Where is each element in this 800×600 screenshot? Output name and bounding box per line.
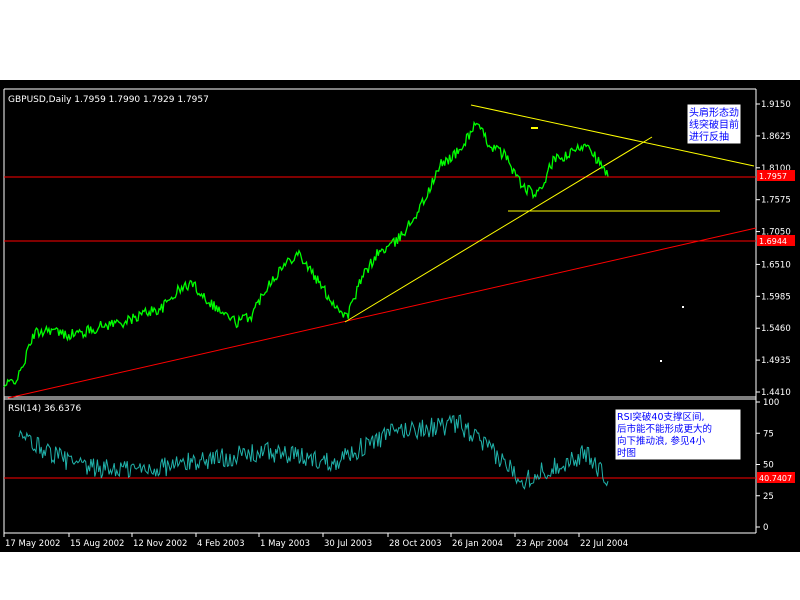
price-badge: 1.7957 — [759, 172, 787, 181]
rsi-annotation-line: 向下推动浪, 参见4小 — [617, 435, 706, 447]
rsi-level-badge: 40.7407 — [759, 474, 792, 483]
main-y-axis: 1.9150 1.8625 1.8100 1.7575 1.7050 1.6510 1.59… — [756, 100, 791, 398]
level-badge: 1.6944 — [759, 237, 787, 246]
main-y-tick-label: 1.5985 — [761, 292, 791, 302]
main-y-tick-label: 1.7050 — [761, 228, 791, 238]
main-annotation-line: 进行反抽 — [689, 130, 729, 143]
x-axis: 17 May 2002 15 Aug 2002 12 Nov 2002 4 Feb 2… — [3, 533, 628, 549]
main-y-tick-label: 1.8625 — [761, 132, 791, 142]
main-y-tick-label: 1.6510 — [761, 260, 791, 270]
chart-background — [0, 80, 800, 552]
rsi-y-tick-label: 100 — [763, 398, 779, 408]
rising-trendline-yellow — [344, 136, 653, 323]
x-tick-label: 4 Feb 2003 — [197, 539, 245, 549]
main-annotation-line: 线突破目前 — [689, 118, 739, 131]
rsi-badge-bg — [757, 472, 795, 483]
rsi-annotation-box — [614, 408, 742, 461]
x-tick-label: 12 Nov 2002 — [133, 539, 187, 549]
marker-dot — [682, 306, 684, 308]
level-badge-bg — [757, 235, 795, 246]
main-annotation-line: 头肩形态劲 — [689, 106, 739, 119]
rsi-series-line — [18, 414, 609, 490]
main-y-tick-label: 1.8100 — [761, 164, 791, 174]
long-term-trendline-red — [7, 227, 757, 399]
x-tick-label: 23 Apr 2004 — [516, 539, 569, 549]
main-y-tick-label: 1.7575 — [761, 196, 791, 206]
main-panel-header: GBPUSD,Daily 1.7959 1.7990 1.7929 1.7957 — [8, 95, 209, 105]
x-tick-label: 15 Aug 2002 — [70, 539, 124, 549]
rsi-y-tick-label: 0 — [763, 523, 768, 533]
rsi-y-tick-label: 75 — [763, 429, 774, 439]
rsi-y-axis: 100 75 50 25 0 — [756, 398, 779, 533]
main-y-tick-label: 1.4935 — [761, 356, 791, 366]
rsi-annotation-line: RSI突破40支撑区间, — [617, 411, 705, 423]
x-tick-label: 28 Oct 2003 — [389, 539, 442, 549]
x-tick-label: 22 Jul 2004 — [580, 539, 628, 549]
price-badge-bg — [757, 170, 795, 181]
x-tick-label: 30 Jul 2003 — [324, 539, 372, 549]
price-series-line — [3, 120, 609, 388]
rsi-annotation-line: 后市能不能形成更大的 — [617, 423, 712, 435]
main-y-tick-label: 1.9150 — [761, 100, 791, 110]
x-tick-label: 17 May 2002 — [5, 539, 60, 549]
descending-trendline-yellow — [470, 104, 755, 167]
marker-dot — [660, 360, 662, 362]
x-tick-label: 1 May 2003 — [260, 539, 310, 549]
rsi-y-tick-label: 50 — [763, 461, 774, 471]
rsi-y-tick-label: 25 — [763, 492, 774, 502]
x-tick-label: 26 Jan 2004 — [452, 539, 503, 549]
rsi-annotation-line: 时图 — [617, 447, 636, 459]
main-annotation-box — [686, 103, 742, 145]
main-y-tick-label: 1.4410 — [761, 388, 791, 398]
rsi-panel-header: RSI(14) 36.6376 — [8, 404, 81, 414]
main-y-tick-label: 1.5460 — [761, 324, 791, 334]
